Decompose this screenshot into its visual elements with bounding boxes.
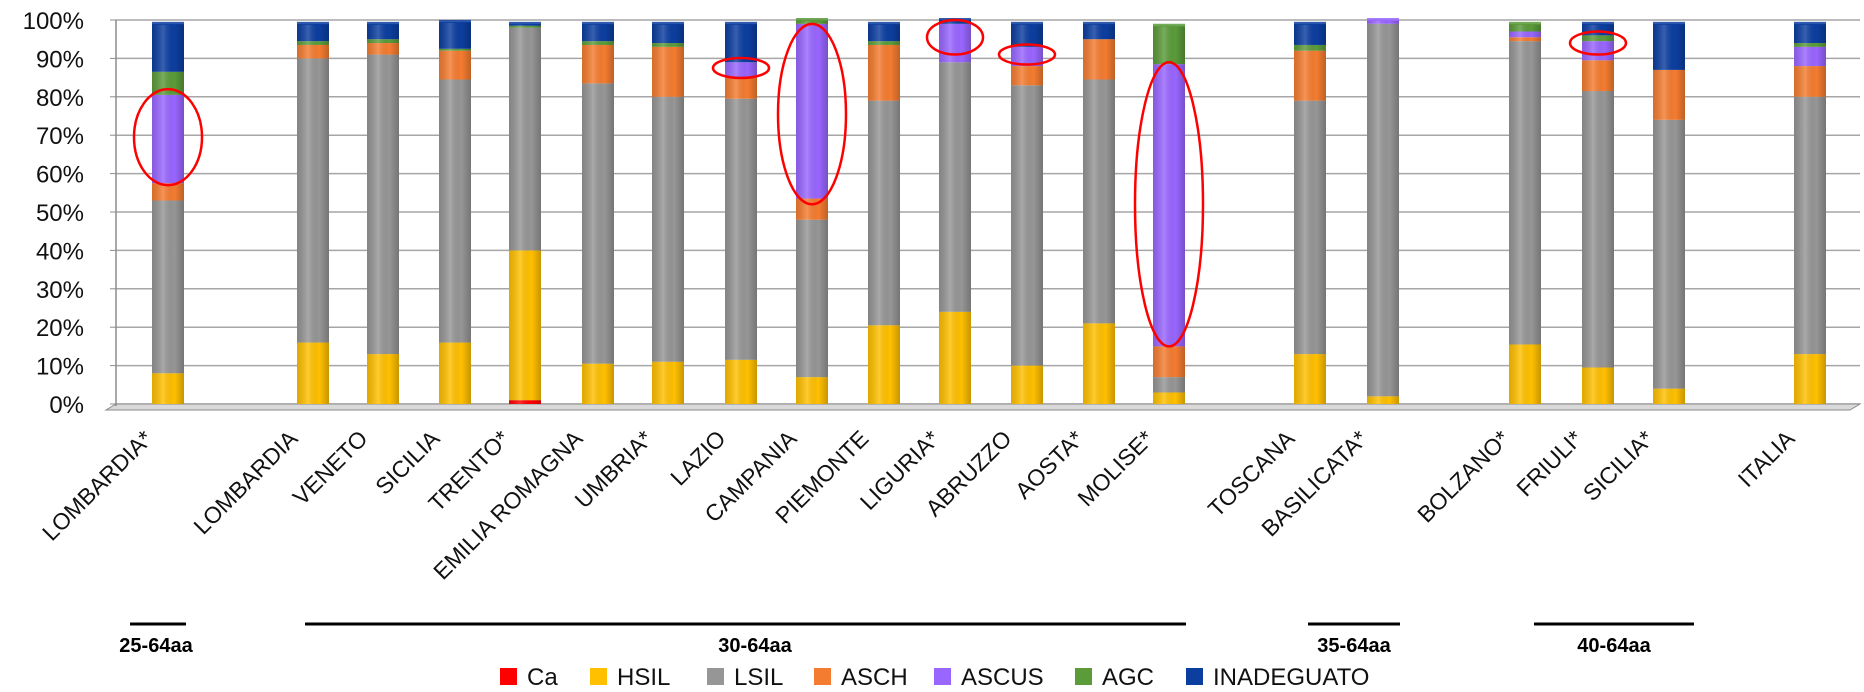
bar-shading [1083, 23, 1115, 405]
category-label: LOMBARDIA [188, 425, 303, 540]
legend-swatch-agc [1075, 668, 1092, 685]
bar-cap [868, 21, 900, 25]
legend-label: AGC [1102, 664, 1154, 691]
highlight-ellipse [997, 43, 1057, 66]
legend-label: LSIL [734, 664, 783, 691]
age-group-label: 30-64aa [718, 635, 792, 657]
bar-cap [152, 21, 184, 25]
bar-shading [725, 23, 757, 405]
legend-label: ASCH [841, 664, 908, 691]
bar-shading [582, 23, 614, 405]
category-label: UMBRIA* [570, 425, 658, 513]
category-label: VENETO [288, 425, 373, 510]
bar-shading [1011, 23, 1043, 405]
bar-cap [1294, 21, 1326, 25]
bars [152, 18, 1826, 405]
bar-cap [1011, 21, 1043, 25]
y-tick-label: 0% [49, 392, 84, 419]
bar-shading [1794, 23, 1826, 405]
legend-label: HSIL [617, 664, 670, 691]
bar-cap [297, 21, 329, 25]
y-tick-label: 60% [36, 162, 84, 189]
y-axis: 0% 10% 20% 30% 40% 50% 60% 70% 80% 90% 100% [23, 8, 117, 419]
highlight-ellipse [776, 22, 848, 206]
legend-swatch-ca [500, 668, 517, 685]
age-group-label: 40-64aa [1577, 635, 1651, 657]
y-tick-label: 90% [36, 46, 84, 73]
legend-swatch-inadeguato [1186, 668, 1203, 685]
bar-shading [152, 23, 184, 405]
legend-swatch-hsil [590, 668, 607, 685]
age-group-label: 35-64aa [1317, 635, 1391, 657]
bar-shading [652, 23, 684, 405]
bar-cap [1794, 21, 1826, 25]
legend-swatch-lsil [707, 668, 724, 685]
y-tick-label: 20% [36, 315, 84, 342]
bar-cap [1653, 21, 1685, 25]
bar-cap [796, 18, 828, 21]
bar-cap [1509, 21, 1541, 25]
highlight-ellipse [925, 18, 985, 56]
category-label: ITALIA [1733, 425, 1800, 492]
bar-shading [868, 23, 900, 405]
bar-shading [796, 20, 828, 404]
legend-label: Ca [527, 664, 558, 691]
legend-swatch-asch [814, 668, 831, 685]
y-tick-label: 70% [36, 123, 84, 150]
bar-cap [1367, 18, 1399, 21]
y-tick-label: 100% [23, 8, 84, 35]
bar-cap [725, 21, 757, 25]
highlight-ellipse [1568, 30, 1628, 56]
bar-cap [1083, 21, 1115, 25]
bar-cap [367, 21, 399, 25]
category-label: FRIULI* [1511, 425, 1587, 501]
x-axis-labels: LOMBARDIA* LOMBARDIAVENETOSICILIATRENTO*E… [37, 425, 1800, 585]
bar-shading [939, 20, 971, 404]
age-group-labels: 25-64aa 30-64aa 35-64aa 40-64aa [119, 622, 1694, 657]
bar-shading [367, 23, 399, 405]
legend-label: INADEGUATO [1213, 664, 1369, 691]
bar-shading [1367, 20, 1399, 404]
y-tick-label: 10% [36, 354, 84, 381]
bar-shading [1294, 23, 1326, 405]
y-tick-label: 80% [36, 85, 84, 112]
floor-plane [104, 403, 1862, 411]
category-label: LAZIO [665, 425, 730, 490]
highlight-ellipse [711, 56, 771, 80]
chart-floor [104, 403, 1862, 411]
y-tick-label: 30% [36, 277, 84, 304]
bar-cap [1582, 21, 1614, 25]
legend-swatch-ascus [934, 668, 951, 685]
category-label: MOLISE* [1072, 425, 1158, 511]
bar-cap [439, 19, 471, 23]
highlight-ellipses [132, 18, 1628, 348]
bar-shading [1509, 23, 1541, 405]
legend-label: ASCUS [961, 664, 1044, 691]
bar-cap [509, 21, 541, 25]
category-label: BOLZANO* [1412, 425, 1514, 527]
age-group-label: 25-64aa [119, 635, 193, 657]
bar-shading [509, 23, 541, 405]
y-tick-label: 40% [36, 238, 84, 265]
bar-shading [1582, 23, 1614, 405]
highlight-ellipse [1133, 60, 1205, 348]
gridlines [116, 19, 1860, 405]
bar-cap [652, 21, 684, 25]
category-label: LOMBARDIA* [37, 425, 158, 546]
category-label: SICILIA* [1578, 425, 1659, 506]
highlight-ellipse [132, 87, 204, 187]
bar-cap [1153, 23, 1185, 27]
bar-shading [1653, 23, 1685, 405]
y-tick-label: 50% [36, 200, 84, 227]
bar-cap [582, 21, 614, 25]
bar-shading [439, 21, 471, 404]
bar-shading [297, 23, 329, 405]
legend: Ca HSIL LSIL ASCH ASCUS AGC INADEGUATO [500, 664, 1369, 691]
